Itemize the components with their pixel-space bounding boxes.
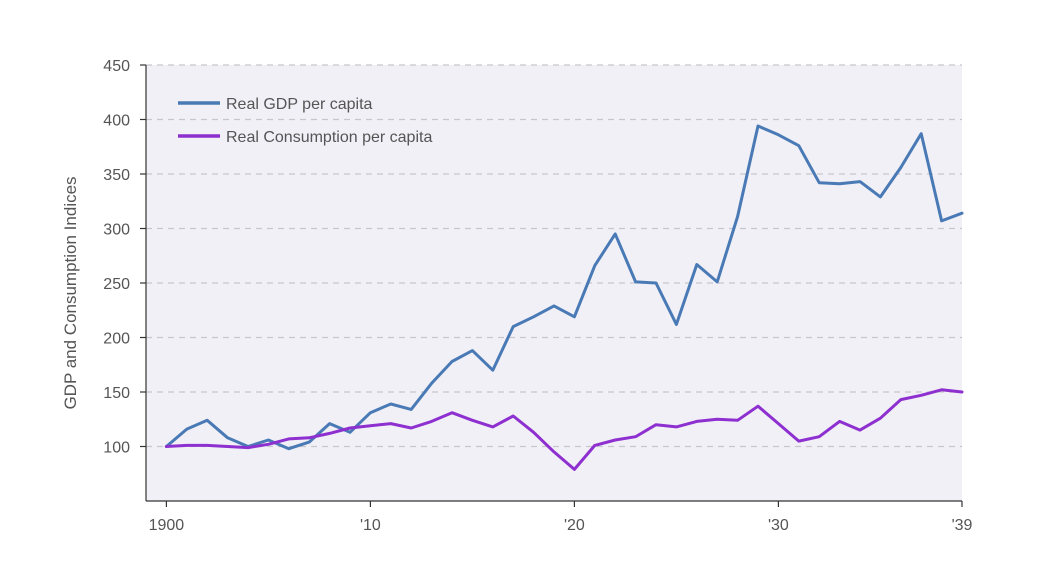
series-line-2 xyxy=(164,388,964,471)
legend-label: Real Consumption per capita xyxy=(226,129,432,146)
y-tick-label: 200 xyxy=(103,331,130,348)
series-lines xyxy=(164,124,964,471)
x-tick-label: '30 xyxy=(768,517,789,534)
x-tick-label: '10 xyxy=(360,517,381,534)
y-tick-label: 300 xyxy=(103,222,130,239)
y-tick-label: 350 xyxy=(103,167,130,184)
x-axis-ticks: 1900 '10 '20 '30 '39 xyxy=(149,501,973,534)
x-tick-label: '39 xyxy=(952,517,973,534)
y-tick-label: 150 xyxy=(103,385,130,402)
legend-label: Real GDP per capita xyxy=(226,96,373,113)
y-tick-label: 100 xyxy=(103,440,130,457)
y-tick-label: 400 xyxy=(103,113,130,130)
x-tick-label: '20 xyxy=(564,517,585,534)
y-tick-label: 250 xyxy=(103,276,130,293)
y-axis-title: GDP and Consumption Indices xyxy=(61,176,80,409)
legend: Real GDP per capita Real Consumption per … xyxy=(178,96,432,146)
y-tick-label: 450 xyxy=(103,58,130,75)
series-line-1 xyxy=(164,124,964,451)
x-tick-label: 1900 xyxy=(149,517,185,534)
y-axis-ticks: 100 150 200 250 300 350 400 450 xyxy=(103,58,146,457)
